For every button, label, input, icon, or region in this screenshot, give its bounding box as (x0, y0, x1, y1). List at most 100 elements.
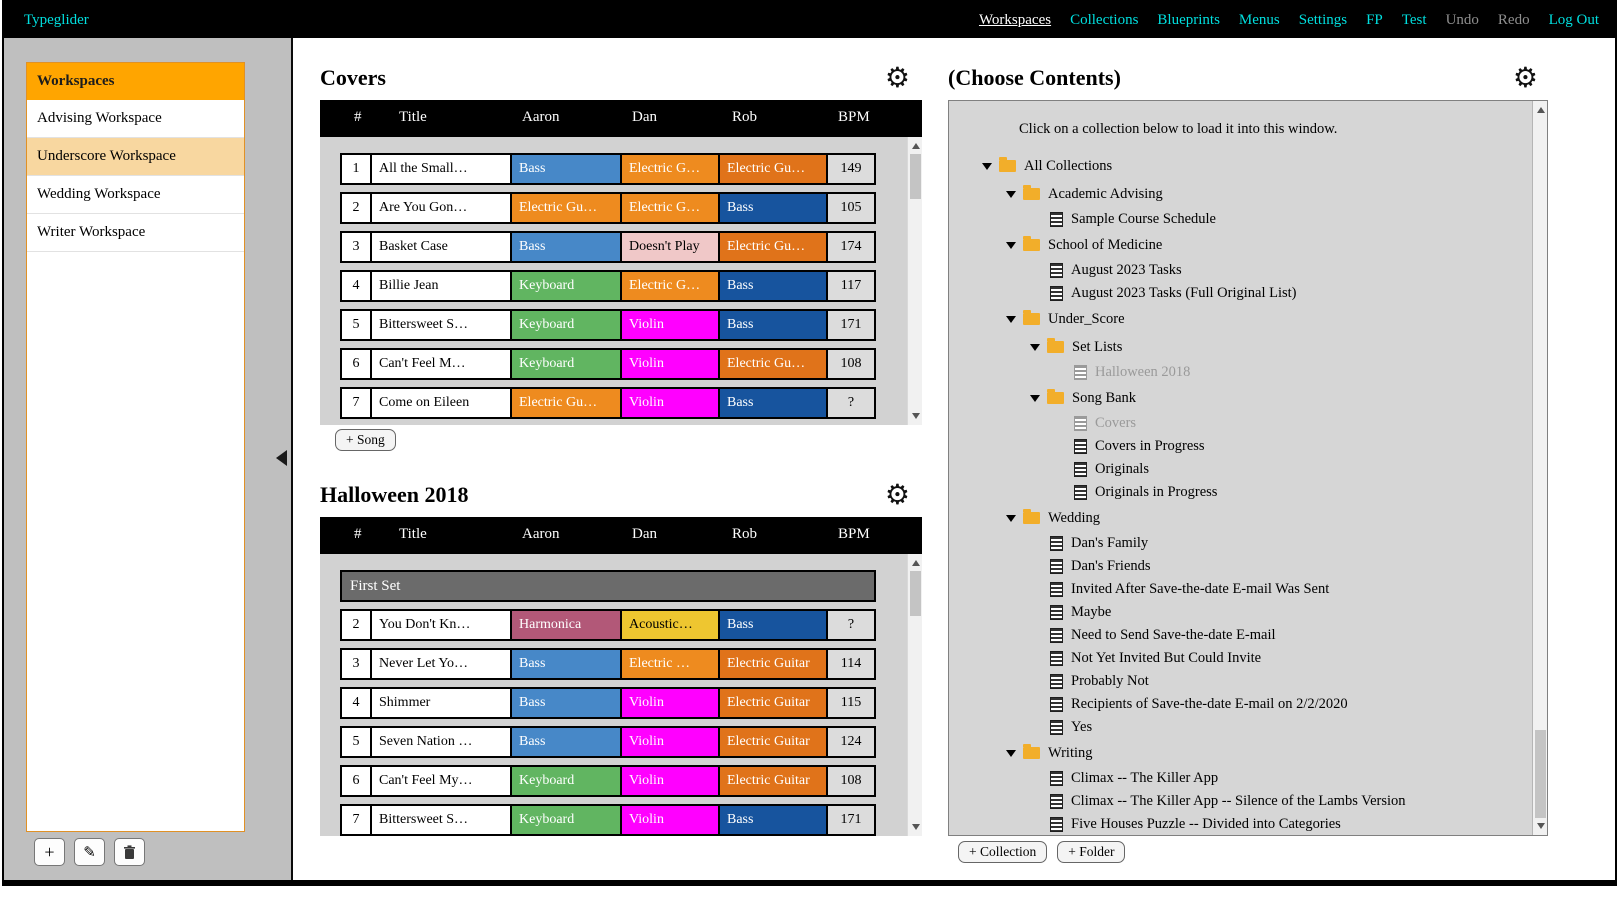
song-row[interactable]: 6 Can't Feel M… Keyboard Violin Electric Gu…… (340, 348, 876, 380)
tree-folder-writing[interactable]: Writing (949, 739, 1547, 767)
tree-collection-august-2023-tasks[interactable]: August 2023 Tasks (949, 259, 1547, 282)
tree-collection-august-2023-tasks-full-original-list[interactable]: August 2023 Tasks (Full Original List) (949, 282, 1547, 305)
halloween-scrollbar[interactable] (907, 554, 922, 836)
song-row[interactable]: 7 Bittersweet S… Keyboard Violin Bass 171 (340, 804, 876, 836)
scroll-thumb[interactable] (910, 154, 921, 199)
tree-collection-yes[interactable]: Yes (949, 716, 1547, 739)
collections-scrollbar[interactable] (1532, 101, 1547, 835)
instrument-cell-dan: Doesn't Play (622, 233, 720, 261)
tree-collection-climax-the-killer-app-silence-of-the-lambs-version[interactable]: Climax -- The Killer App -- Silence of t… (949, 790, 1547, 813)
halloween-gear-icon[interactable]: ⚙ (884, 478, 910, 511)
nav-fp[interactable]: FP (1366, 11, 1383, 28)
halloween-table: # Title Aaron Dan Rob BPM First Set 2 You Don't… (320, 517, 922, 836)
collapse-sidebar-icon[interactable] (276, 450, 287, 466)
nav-log-out[interactable]: Log Out (1548, 11, 1599, 28)
song-number: 7 (342, 806, 372, 834)
tree-item-label: Sample Course Schedule (1071, 211, 1216, 227)
tree-item-label: Covers (1095, 415, 1137, 431)
tree-collection-originals-in-progress[interactable]: Originals in Progress (949, 481, 1547, 504)
instrument-cell-aaron: Bass (512, 650, 622, 678)
scroll-up-icon[interactable] (908, 138, 923, 154)
tree-folder-school-of-medicine[interactable]: School of Medicine (949, 231, 1547, 259)
expand-triangle-icon[interactable] (1006, 190, 1016, 198)
tree-collection-recipients-of-save-the-date-e-mail-on-2-2-2020[interactable]: Recipients of Save-the-date E-mail on 2/… (949, 693, 1547, 716)
song-row[interactable]: 3 Never Let Yo… Bass Electric … Electric Gui… (340, 648, 876, 680)
song-row[interactable]: 2 Are You Gon… Electric Gu… Electric G… Bass… (340, 192, 876, 224)
tree-collection-originals[interactable]: Originals (949, 458, 1547, 481)
song-title: All the Small… (372, 155, 512, 183)
choose-contents-panel: Click on a collection below to load it i… (948, 100, 1548, 836)
tree-folder-under-score[interactable]: Under_Score (949, 305, 1547, 333)
choose-contents-gear-icon[interactable]: ⚙ (1512, 61, 1538, 94)
sidebar-item-underscore-workspace[interactable]: Underscore Workspace (27, 138, 244, 176)
tree-collection-need-to-send-save-the-date-e-mail[interactable]: Need to Send Save-the-date E-mail (949, 624, 1547, 647)
tree-collection-dan-s-family[interactable]: Dan's Family (949, 532, 1547, 555)
add-folder-button[interactable]: + Folder (1057, 841, 1126, 863)
nav-settings[interactable]: Settings (1298, 11, 1348, 28)
nav-menus[interactable]: Menus (1238, 11, 1280, 28)
scroll-thumb[interactable] (1535, 730, 1546, 818)
scroll-down-icon[interactable] (1533, 818, 1547, 834)
tree-collection-dan-s-friends[interactable]: Dan's Friends (949, 555, 1547, 578)
scroll-up-icon[interactable] (908, 555, 923, 571)
song-row[interactable]: 5 Seven Nation … Bass Violin Electric Guitar… (340, 726, 876, 758)
set-section-row[interactable]: First Set (340, 570, 876, 602)
tree-folder-academic-advising[interactable]: Academic Advising (949, 180, 1547, 208)
song-row[interactable]: 4 Shimmer Bass Violin Electric Guitar 115 (340, 687, 876, 719)
expand-triangle-icon[interactable] (982, 162, 992, 170)
nav-redo[interactable]: Redo (1497, 11, 1530, 28)
song-bpm: 108 (828, 767, 874, 795)
tree-collection-covers[interactable]: Covers (949, 412, 1547, 435)
sidebar-item-advising-workspace[interactable]: Advising Workspace (27, 100, 244, 138)
scroll-down-icon[interactable] (908, 408, 923, 424)
edit-workspace-button[interactable]: ✎ (74, 838, 105, 866)
scroll-up-icon[interactable] (1533, 102, 1547, 118)
sidebar-item-wedding-workspace[interactable]: Wedding Workspace (27, 176, 244, 214)
tree-collection-climax-the-killer-app[interactable]: Climax -- The Killer App (949, 767, 1547, 790)
add-song-button[interactable]: + Song (335, 429, 396, 451)
expand-triangle-icon[interactable] (1030, 394, 1040, 402)
covers-scrollbar[interactable] (907, 137, 922, 425)
tree-collection-not-yet-invited-but-could-invite[interactable]: Not Yet Invited But Could Invite (949, 647, 1547, 670)
scroll-down-icon[interactable] (908, 819, 923, 835)
collection-icon (1050, 263, 1063, 278)
nav-collections[interactable]: Collections (1070, 11, 1139, 28)
column-header-title: Title (399, 109, 427, 125)
nav-workspaces[interactable]: Workspaces (978, 11, 1052, 28)
song-row[interactable]: 1 All the Small… Bass Electric G… Electric G… (340, 153, 876, 185)
song-row[interactable]: 3 Basket Case Bass Doesn't Play Electric Gu…… (340, 231, 876, 263)
song-row[interactable]: 4 Billie Jean Keyboard Electric G… Bass 117 (340, 270, 876, 302)
tree-collection-halloween-2018[interactable]: Halloween 2018 (949, 361, 1547, 384)
covers-gear-icon[interactable]: ⚙ (884, 61, 910, 94)
add-workspace-button[interactable]: + (34, 838, 65, 866)
tree-folder-all-collections[interactable]: All Collections (949, 152, 1547, 180)
song-row[interactable]: 6 Can't Feel My… Keyboard Violin Electric Gu… (340, 765, 876, 797)
tree-folder-song-bank[interactable]: Song Bank (949, 384, 1547, 412)
tree-collection-sample-course-schedule[interactable]: Sample Course Schedule (949, 208, 1547, 231)
instrument-cell-rob: Bass (720, 194, 828, 222)
nav-blueprints[interactable]: Blueprints (1157, 11, 1220, 28)
add-collection-button[interactable]: + Collection (958, 841, 1048, 863)
song-row[interactable]: 2 You Don't Kn… Harmonica Acoustic… Bass? (340, 609, 876, 641)
sidebar-item-writer-workspace[interactable]: Writer Workspace (27, 214, 244, 252)
nav-undo[interactable]: Undo (1445, 11, 1479, 28)
nav-test[interactable]: Test (1401, 11, 1427, 28)
expand-triangle-icon[interactable] (1030, 343, 1040, 351)
delete-workspace-button[interactable] (114, 838, 145, 866)
expand-triangle-icon[interactable] (1006, 749, 1016, 757)
tree-folder-set-lists[interactable]: Set Lists (949, 333, 1547, 361)
expand-triangle-icon[interactable] (1006, 514, 1016, 522)
scroll-thumb[interactable] (910, 571, 921, 616)
tree-collection-maybe[interactable]: Maybe (949, 601, 1547, 624)
song-row[interactable]: 7 Come on Eileen Electric Gu… Violin Bass? (340, 387, 876, 419)
expand-triangle-icon[interactable] (1006, 315, 1016, 323)
expand-triangle-icon[interactable] (1006, 241, 1016, 249)
tree-collection-five-houses-puzzle-divided-into-categories[interactable]: Five Houses Puzzle -- Divided into Categ… (949, 813, 1547, 835)
song-bpm: 115 (828, 689, 874, 717)
tree-collection-invited-after-save-the-date-e-mail-was-sent[interactable]: Invited After Save-the-date E-mail Was S… (949, 578, 1547, 601)
song-row[interactable]: 5 Bittersweet S… Keyboard Violin Bass 171 (340, 309, 876, 341)
tree-collection-covers-in-progress[interactable]: Covers in Progress (949, 435, 1547, 458)
collection-icon (1074, 365, 1087, 380)
tree-folder-wedding[interactable]: Wedding (949, 504, 1547, 532)
tree-collection-probably-not[interactable]: Probably Not (949, 670, 1547, 693)
